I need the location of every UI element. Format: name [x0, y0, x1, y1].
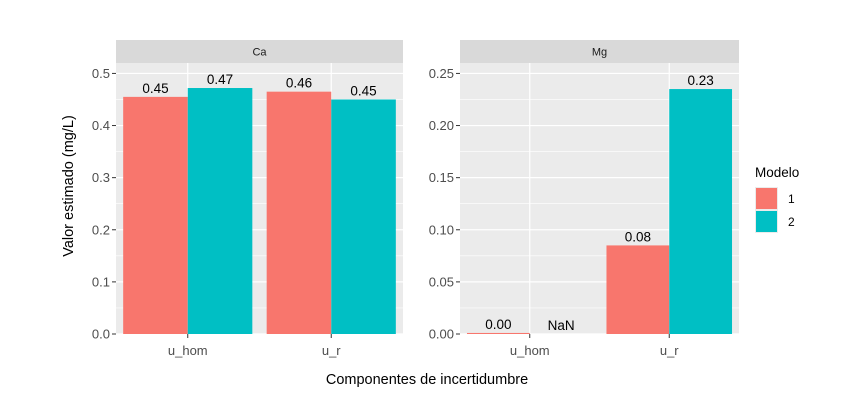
x-tick-label-mg-u-r: u_r [660, 343, 679, 358]
facet-strip-ca [116, 40, 403, 63]
y-tick-label-mg: 0.25 [429, 66, 454, 81]
bar-ca-u-r-modelo-2 [331, 99, 396, 334]
legend-title: Modelo [755, 165, 799, 180]
y-tick-label-mg: 0.20 [429, 118, 454, 133]
legend-swatch-modelo-2 [756, 211, 777, 232]
y-tick-label-mg: 0.15 [429, 170, 454, 185]
bar-mg-u-r-modelo-1 [606, 245, 670, 334]
y-tick-label-ca: 0.2 [92, 222, 110, 237]
data-label-ca-u-hom-modelo-2: 0.47 [207, 72, 233, 87]
x-tick-label-ca-u-hom: u_hom [168, 343, 208, 358]
bar-ca-u-hom-modelo-1 [123, 96, 188, 334]
y-tick-label-ca: 0.1 [92, 274, 110, 289]
facet-strip-label-ca: Ca [252, 47, 267, 59]
bar-ca-u-r-modelo-1 [266, 91, 332, 335]
bar-mg-u-hom-modelo-1 [466, 332, 530, 334]
x-axis-title: Componentes de incertidumbre [326, 372, 528, 388]
y-tick-label-ca: 0.4 [92, 118, 110, 133]
data-label-ca-u-hom-modelo-1: 0.45 [142, 81, 168, 96]
facet-strip-label-mg: Mg [592, 47, 607, 59]
y-tick-label-mg: 0.05 [429, 274, 454, 289]
bar-mg-u-r-modelo-2 [669, 89, 733, 334]
legend-label-modelo-2: 2 [788, 215, 795, 229]
data-label-ca-u-r-modelo-1: 0.46 [286, 76, 312, 91]
data-label-mg-u-hom-modelo-1: 0.00 [485, 317, 511, 332]
y-tick-label-mg: 0.00 [429, 327, 454, 342]
data-label-mg-u-r-modelo-1: 0.08 [625, 229, 651, 244]
y-axis-title: Valor estimado (mg/L) [61, 115, 77, 257]
facet-strip-mg [460, 40, 739, 63]
y-tick-label-mg: 0.10 [429, 222, 454, 237]
y-tick-label-ca: 0.5 [92, 66, 110, 81]
data-label-mg-u-hom-modelo-2: NaN [548, 318, 575, 333]
y-tick-label-ca: 0.0 [92, 327, 110, 342]
y-tick-label-ca: 0.3 [92, 170, 110, 185]
legend-label-modelo-1: 1 [788, 192, 795, 206]
data-label-mg-u-r-modelo-2: 0.23 [687, 73, 713, 88]
legend-swatch-modelo-1 [756, 188, 777, 209]
x-tick-label-mg-u-hom: u_hom [510, 343, 550, 358]
data-label-ca-u-r-modelo-2: 0.45 [350, 83, 376, 98]
bar-ca-u-hom-modelo-2 [187, 88, 253, 334]
x-tick-label-ca-u-r: u_r [322, 343, 341, 358]
